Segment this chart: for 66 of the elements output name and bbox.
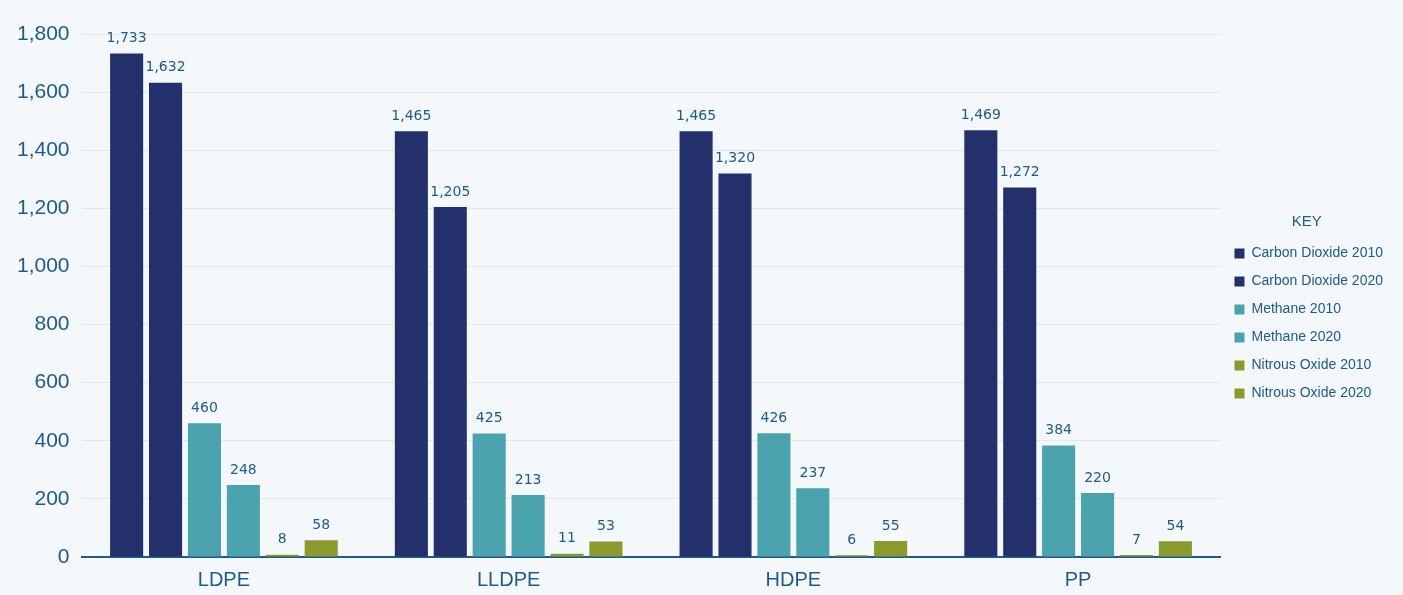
- y-tick-label: 1,800: [16, 20, 70, 44]
- legend-label: Methane 2010: [1251, 300, 1342, 317]
- bar: [149, 82, 183, 557]
- bar: [718, 173, 752, 557]
- bar: [187, 423, 221, 557]
- bar: [1081, 493, 1115, 557]
- data-label: 1,320: [714, 149, 756, 166]
- data-label: 53: [597, 517, 615, 534]
- bar: [550, 553, 584, 557]
- legend-title: KEY: [1291, 212, 1322, 230]
- legend-label: Methane 2020: [1251, 328, 1342, 345]
- bar: [874, 541, 908, 557]
- legend-label: Carbon Dioxide 2020: [1251, 272, 1384, 289]
- y-tick-label: 1,000: [16, 253, 70, 277]
- x-tick-label: LDPE: [197, 567, 251, 590]
- data-label: 1,272: [999, 163, 1040, 180]
- x-tick-label: HDPE: [765, 567, 822, 590]
- data-label: 1,733: [106, 29, 147, 46]
- data-label: 1,632: [145, 58, 186, 75]
- legend-label: Carbon Dioxide 2010: [1251, 244, 1384, 261]
- bar: [679, 131, 713, 557]
- data-label: 55: [881, 516, 900, 533]
- data-label: 237: [799, 463, 827, 480]
- data-label: 426: [760, 408, 788, 425]
- data-label: 8: [277, 530, 287, 547]
- bar: [110, 53, 144, 557]
- data-label: 11: [558, 529, 576, 546]
- x-tick-label: PP: [1064, 567, 1092, 590]
- bar: [1158, 541, 1192, 557]
- data-label: 220: [1084, 468, 1111, 485]
- data-label: 1,469: [960, 105, 1001, 122]
- bar: [472, 433, 506, 557]
- data-label: 58: [312, 515, 331, 532]
- data-label: 384: [1045, 421, 1073, 438]
- y-tick-label: 800: [34, 311, 70, 335]
- y-tick-label: 600: [34, 369, 70, 393]
- bar: [964, 130, 998, 557]
- y-tick-label: 0: [57, 543, 70, 567]
- bar: [394, 131, 428, 557]
- legend-label: Nitrous Oxide 2010: [1251, 356, 1372, 373]
- data-label: 213: [514, 470, 542, 487]
- data-label: 1,465: [391, 106, 432, 123]
- bar: [304, 540, 338, 557]
- bar: [511, 495, 545, 557]
- data-label: 54: [1166, 516, 1185, 533]
- data-label: 248: [230, 460, 257, 477]
- bar: [226, 484, 260, 557]
- bar: [757, 433, 791, 557]
- data-label: 1,465: [676, 106, 717, 123]
- data-label: 460: [191, 398, 218, 415]
- bar: [796, 488, 830, 557]
- data-label: 1,205: [430, 182, 471, 199]
- bar: [1042, 445, 1076, 557]
- bar: [433, 206, 467, 557]
- y-tick-label: 1,600: [16, 78, 70, 102]
- data-label: 6: [847, 530, 857, 547]
- x-tick-label: LLDPE: [476, 567, 541, 590]
- y-tick-label: 1,400: [16, 137, 70, 161]
- y-tick-label: 1,200: [16, 195, 70, 219]
- data-label: 425: [475, 409, 503, 426]
- y-tick-label: 200: [34, 485, 70, 509]
- bar: [589, 541, 623, 557]
- y-tick-label: 400: [34, 427, 70, 451]
- bar: [1003, 187, 1037, 557]
- data-label: 7: [1132, 530, 1141, 547]
- legend-label: Nitrous Oxide 2020: [1251, 384, 1372, 401]
